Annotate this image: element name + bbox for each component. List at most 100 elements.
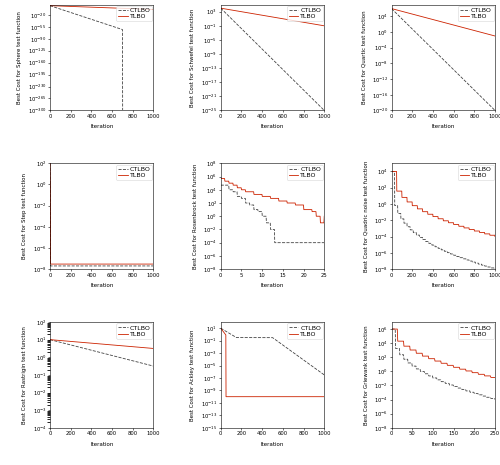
TLBO [280,198,285,204]
Line: CTLBO: CTLBO [221,328,324,375]
TLBO [68,339,74,344]
TLBO [54,338,60,343]
TLBO [68,4,74,9]
Line: TLBO: TLBO [221,179,324,223]
TLBO [128,6,134,11]
Y-axis label: Best Cost for Ackley test function: Best Cost for Ackley test function [190,329,196,421]
CTLBO [309,96,315,101]
TLBO [388,6,394,11]
CTLBO [132,263,138,269]
TLBO [239,9,245,14]
TLBO [321,394,327,399]
TLBO [47,3,53,8]
CTLBO [466,388,472,394]
CTLBO [224,12,230,17]
CTLBO [487,103,493,108]
CTLBO [492,397,498,402]
CTLBO [218,326,224,331]
TLBO [316,394,322,399]
Legend: CTLBO, TLBO: CTLBO, TLBO [116,165,152,180]
TLBO [410,203,416,208]
Line: CTLBO: CTLBO [392,172,495,269]
CTLBO [68,263,74,269]
TLBO [321,213,327,219]
X-axis label: Iteration: Iteration [432,442,455,447]
Line: TLBO: TLBO [50,339,154,348]
CTLBO [469,258,475,264]
CTLBO [480,262,486,268]
TLBO [305,207,311,213]
CTLBO [68,10,74,15]
TLBO [146,7,152,12]
TLBO [395,188,401,194]
CTLBO [224,329,230,335]
CTLBO [120,108,126,113]
TLBO [150,345,156,351]
CTLBO [321,108,327,113]
CTLBO [451,384,457,389]
Y-axis label: Best Cost for Schwefel test function: Best Cost for Schwefel test function [190,8,196,106]
TLBO [132,261,138,267]
CTLBO [54,263,60,269]
TLBO [492,234,498,239]
TLBO [138,261,144,267]
CTLBO [298,356,304,361]
TLBO [218,176,224,181]
CTLBO [388,6,394,11]
X-axis label: Iteration: Iteration [261,283,284,288]
Line: CTLBO: CTLBO [221,185,324,243]
TLBO [492,33,498,39]
CTLBO [272,240,278,246]
Legend: CTLBO, TLBO: CTLBO, TLBO [287,6,323,21]
Line: TLBO: TLBO [392,172,495,237]
TLBO [487,32,493,38]
TLBO [410,11,416,17]
CTLBO [321,372,327,378]
CTLBO [218,6,224,11]
CTLBO [469,85,475,91]
CTLBO [138,360,144,366]
TLBO [138,6,144,12]
TLBO [298,394,304,399]
CTLBO [239,26,245,32]
CTLBO [491,266,497,272]
TLBO [488,375,494,380]
TLBO [224,7,230,12]
Line: CTLBO: CTLBO [221,8,324,111]
X-axis label: Iteration: Iteration [90,283,114,288]
Legend: CTLBO, TLBO: CTLBO, TLBO [287,323,323,339]
TLBO [480,230,486,235]
CTLBO [309,364,315,369]
Y-axis label: Best Cost for Quartic test function: Best Cost for Quartic test function [361,11,366,104]
Line: TLBO: TLBO [221,8,324,26]
CTLBO [487,264,493,270]
TLBO [224,394,230,399]
TLBO [458,366,464,372]
TLBO [473,28,479,34]
TLBO [223,394,229,399]
TLBO [492,375,498,380]
TLBO [450,363,456,368]
TLBO [279,198,285,204]
CTLBO [48,263,54,269]
CTLBO [302,89,308,94]
TLBO [473,228,479,234]
TLBO [388,326,394,332]
X-axis label: Iteration: Iteration [261,125,284,129]
Line: CTLBO: CTLBO [50,339,154,366]
CTLBO [321,240,327,246]
TLBO [310,394,316,399]
TLBO [150,7,156,12]
CTLBO [280,240,285,246]
CTLBO [150,108,156,113]
Y-axis label: Best Cost for Step test function: Best Cost for Step test function [22,173,27,259]
CTLBO [218,182,224,188]
CTLBO [280,240,285,246]
TLBO [150,261,156,267]
TLBO [146,261,152,267]
Y-axis label: Best Cost for Rosenbrock test function: Best Cost for Rosenbrock test function [193,164,198,269]
TLBO [466,368,472,374]
CTLBO [395,211,401,216]
TLBO [128,261,134,267]
CTLBO [458,385,464,391]
